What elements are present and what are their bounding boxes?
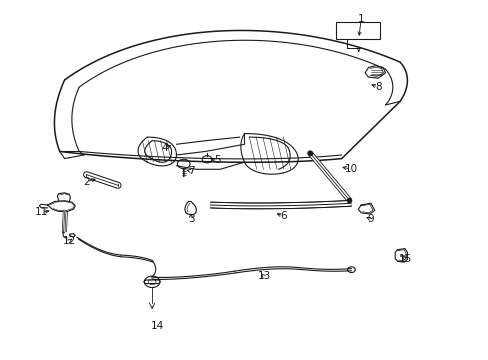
Text: 4: 4 xyxy=(161,143,167,153)
Text: 6: 6 xyxy=(280,211,286,221)
Text: 1: 1 xyxy=(357,14,364,24)
Text: 7: 7 xyxy=(187,166,194,176)
Text: 12: 12 xyxy=(62,236,76,246)
Text: 15: 15 xyxy=(398,253,411,264)
Text: 3: 3 xyxy=(187,214,194,224)
Text: 5: 5 xyxy=(214,156,221,165)
Text: 9: 9 xyxy=(367,214,373,224)
Text: 14: 14 xyxy=(150,321,163,332)
Text: 13: 13 xyxy=(257,271,270,282)
Text: 2: 2 xyxy=(83,177,90,187)
Text: 8: 8 xyxy=(374,82,381,92)
Text: 11: 11 xyxy=(35,207,48,217)
Text: 10: 10 xyxy=(344,164,357,174)
